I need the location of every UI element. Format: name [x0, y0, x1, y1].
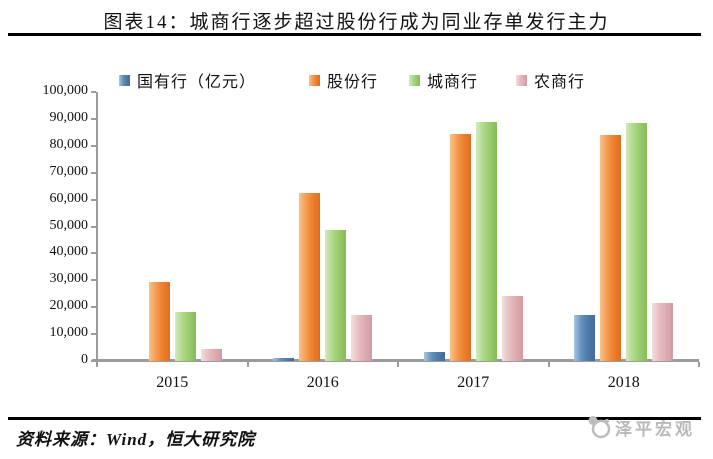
- bar-group-2017: [398, 92, 549, 361]
- y-axis-tick-label: 30,000: [49, 271, 89, 287]
- x-axis-label-2016: 2016: [306, 374, 339, 391]
- legend-label: 国有行（亿元）: [137, 74, 257, 91]
- x-axis-label-2015: 2015: [156, 374, 189, 391]
- bar-股份行-2017: [449, 133, 471, 361]
- footer-divider: [8, 417, 701, 420]
- legend-label: 农商行: [534, 74, 586, 91]
- bar-城商行-2018: [626, 123, 648, 361]
- x-axis-tick: [96, 362, 98, 367]
- y-axis-tick: [91, 91, 96, 93]
- watermark: 泽平宏观: [586, 413, 695, 441]
- bar-国有行-2018: [574, 315, 596, 361]
- legend-label: 城商行: [427, 74, 479, 91]
- bar-股份行-2015: [148, 282, 170, 361]
- y-axis-tick-label: 0: [81, 352, 88, 367]
- legend-item-3: 农商行: [516, 71, 586, 91]
- bar-农商行-2017: [501, 296, 523, 361]
- y-axis-tick: [91, 198, 96, 201]
- bar-股份行-2018: [600, 135, 622, 361]
- bar-农商行-2016: [351, 314, 373, 361]
- y-axis-tick: [91, 252, 96, 255]
- x-axis-tick: [397, 362, 399, 367]
- y-axis-tick-label: 20,000: [49, 298, 89, 314]
- y-axis-tick-label: 90,000: [49, 109, 89, 125]
- y-axis-tick: [91, 144, 96, 147]
- zeping-macro-logo-icon: [586, 414, 612, 440]
- bar-城商行-2017: [475, 122, 497, 361]
- legend-swatch-icon: [516, 74, 527, 86]
- bar-城商行-2016: [325, 230, 347, 361]
- legend-item-1: 股份行: [309, 71, 379, 91]
- y-axis-tick-label: 10,000: [49, 325, 89, 341]
- legend-label: 股份行: [327, 74, 379, 91]
- bar-城商行-2015: [174, 312, 196, 361]
- x-axis-label-2018: 2018: [607, 374, 640, 391]
- bar-group-2015: [97, 92, 248, 361]
- legend-swatch-icon: [409, 74, 420, 86]
- bar-group-2016: [248, 92, 399, 361]
- bar-国有行-2016: [273, 358, 295, 361]
- bar-股份行-2016: [299, 192, 321, 361]
- y-axis-tick: [91, 225, 96, 228]
- x-axis-tick: [698, 362, 700, 367]
- bar-国有行-2017: [423, 352, 445, 361]
- legend-swatch-icon: [119, 74, 130, 86]
- y-axis-tick-label: 40,000: [49, 244, 89, 260]
- x-axis-label-2017: 2017: [457, 374, 490, 391]
- x-axis-tick: [547, 362, 550, 367]
- y-axis-tick-label: 60,000: [49, 190, 89, 206]
- y-axis-tick: [91, 333, 96, 336]
- y-axis-tick: [91, 306, 96, 309]
- source-note: 资料来源：Wind，恒大研究院: [16, 430, 256, 449]
- legend-item-2: 城商行: [409, 71, 479, 91]
- bar-农商行-2018: [652, 303, 674, 361]
- chart-title: 图表14：城商行逐步超过股份行成为同业存单发行主力: [103, 12, 610, 33]
- title-divider: [8, 33, 701, 36]
- y-axis-line: [96, 92, 98, 361]
- legend-item-0: 国有行（亿元）: [119, 71, 257, 91]
- y-axis-tick: [91, 279, 96, 282]
- y-axis-tick-label: 100,000: [42, 83, 89, 98]
- legend-swatch-icon: [309, 74, 320, 86]
- x-axis-line: [92, 359, 699, 362]
- y-axis-tick: [91, 171, 96, 174]
- y-axis-tick-label: 80,000: [49, 136, 89, 152]
- x-axis-tick: [246, 362, 249, 367]
- y-axis-tick-label: 70,000: [49, 163, 89, 179]
- watermark-text: 泽平宏观: [615, 419, 695, 439]
- y-axis-tick-label: 50,000: [49, 217, 89, 233]
- bar-group-2018: [549, 92, 700, 361]
- y-axis-tick: [91, 360, 96, 362]
- y-axis-tick: [91, 117, 96, 120]
- bar-农商行-2015: [200, 349, 222, 361]
